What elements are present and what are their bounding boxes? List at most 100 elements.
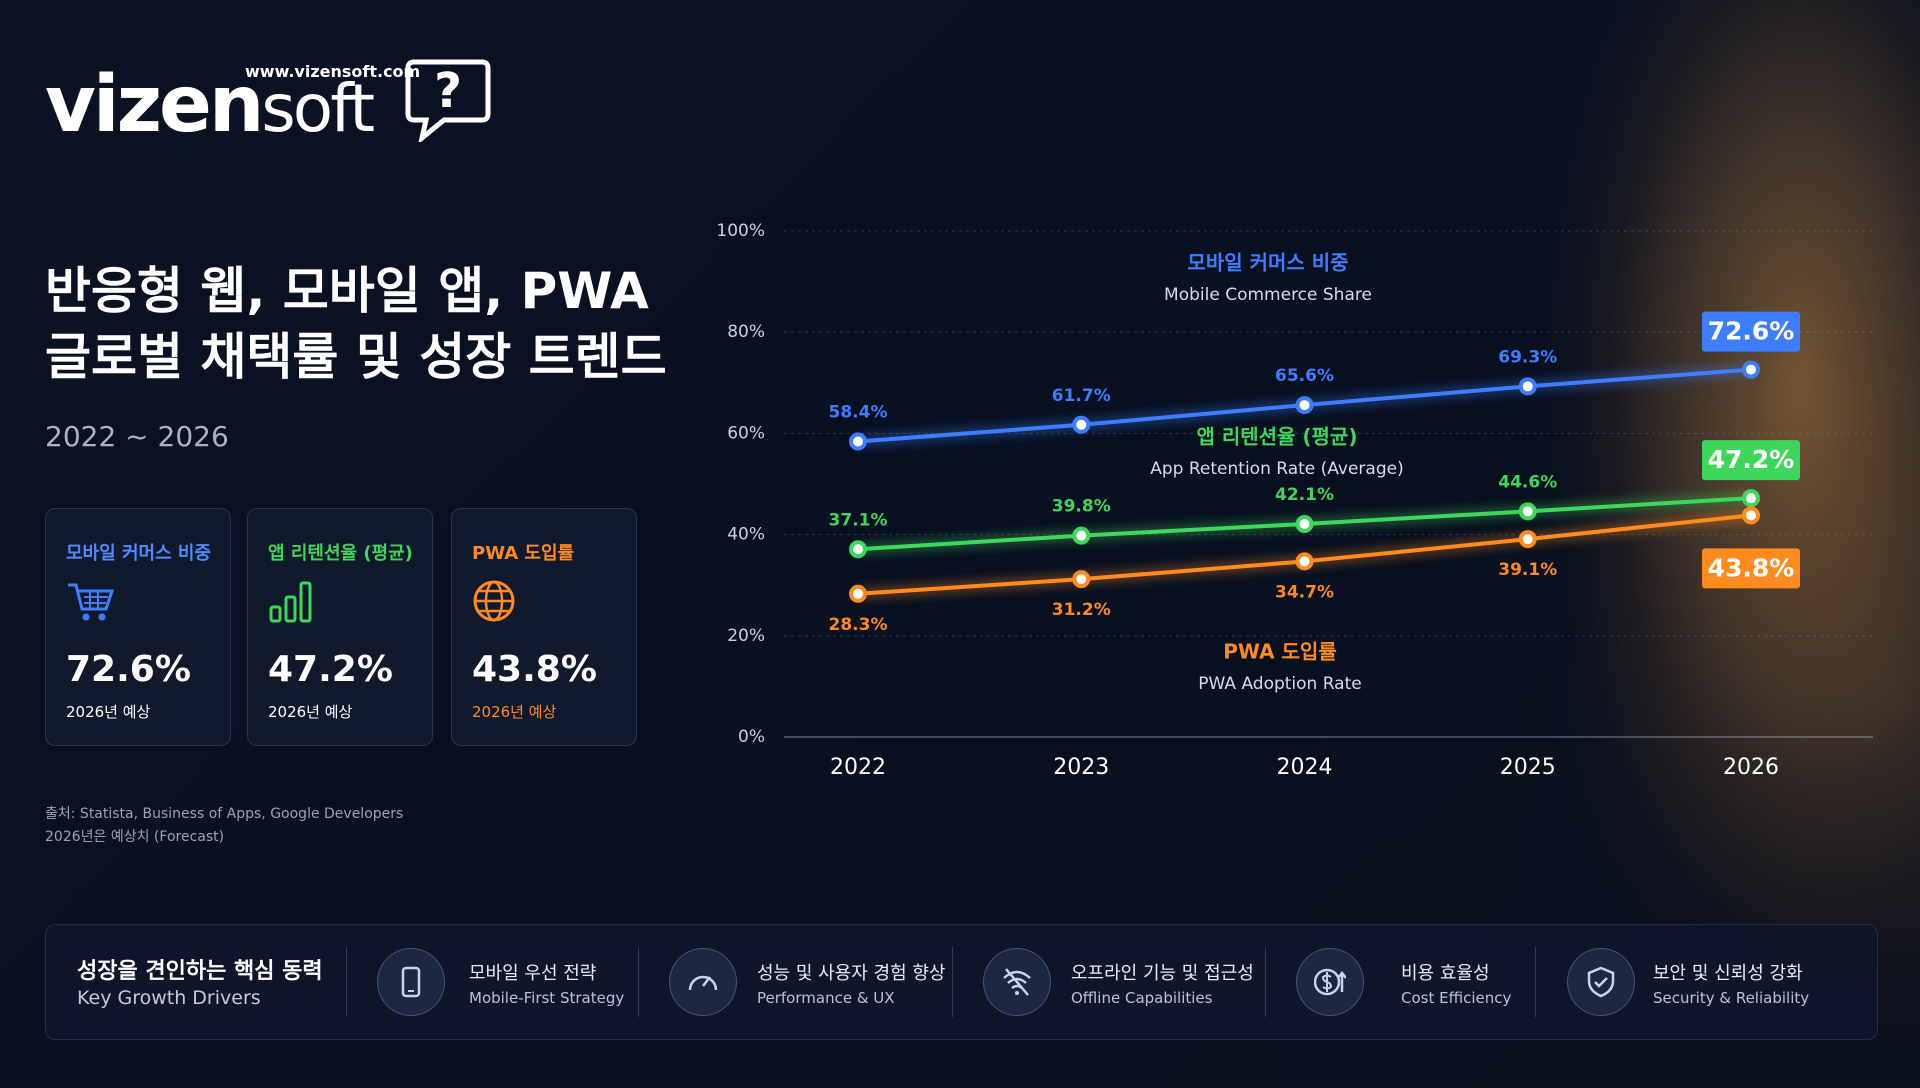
logo-main: vizen — [45, 60, 264, 150]
series-name: PWA 도입률 — [1223, 640, 1336, 664]
x-tick-label: 2024 — [1277, 755, 1333, 780]
point — [1518, 377, 1537, 396]
series-name-en: PWA Adoption Rate — [1198, 674, 1361, 694]
driver-sub: Security & Reliability — [1653, 989, 1810, 1007]
point — [1072, 570, 1091, 589]
x-tick-label: 2022 — [830, 755, 886, 780]
value-label: 39.8% — [1052, 497, 1111, 517]
title: 반응형 웹, 모바일 앱, PWA 글로벌 채택률 및 성장 트렌드 — [45, 258, 667, 390]
globe-icon — [473, 580, 515, 622]
point — [1742, 489, 1760, 508]
value-label: 34.7% — [1275, 582, 1334, 602]
y-tick-label: 100% — [716, 221, 765, 241]
drivers-subtitle: Key Growth Drivers — [77, 987, 261, 1009]
point — [1295, 396, 1314, 415]
card-note: 2026년 예상 — [66, 703, 151, 721]
card: 앱 리텐션율 (평균) 47.2% 2026년 예상 — [247, 508, 433, 746]
value-label: 61.7% — [1052, 386, 1111, 406]
value-label: 42.1% — [1275, 485, 1334, 505]
driver-sub: Cost Efficiency — [1401, 989, 1512, 1007]
sources: 출처: Statista, Business of Apps, Google D… — [45, 803, 403, 849]
logo-url: www.vizensoft.com — [245, 62, 421, 81]
drivers-title: 성장을 견인하는 핵심 동력 — [77, 959, 323, 984]
card-value: 72.6% — [66, 649, 191, 690]
bars-icon — [269, 581, 312, 623]
driver-icon — [669, 948, 737, 1016]
driver-label: 비용 효율성 — [1401, 963, 1490, 984]
driver-sub: Performance & UX — [757, 989, 895, 1007]
point — [1072, 415, 1091, 434]
title-line: 글로벌 채택률 및 성장 트렌드 — [45, 328, 667, 386]
point — [849, 432, 867, 451]
card-value: 43.8% — [472, 649, 597, 690]
period: 2022 ~ 2026 — [45, 420, 229, 453]
badge-bg — [1702, 548, 1800, 589]
series-name-en: Mobile Commerce Share — [1164, 285, 1372, 305]
value-label: 44.6% — [1498, 472, 1557, 492]
value-label: 39.1% — [1498, 560, 1557, 580]
logo-sub: soft — [261, 70, 375, 147]
point — [849, 540, 867, 559]
title-line: 반응형 웹, 모바일 앱, PWA — [45, 262, 649, 320]
point — [1518, 530, 1537, 549]
source-line: 출처: Statista, Business of Apps, Google D… — [45, 806, 404, 822]
separator — [1265, 947, 1266, 1017]
value-badge: 72.6% — [1708, 317, 1795, 346]
series-name: 모바일 커머스 비중 — [1187, 251, 1348, 275]
driver-sub: Mobile-First Strategy — [469, 989, 625, 1007]
point — [1295, 552, 1314, 571]
driver-label: 모바일 우선 전략 — [469, 963, 597, 984]
value-label: 28.3% — [829, 615, 888, 635]
driver-label: 오프라인 기능 및 접근성 — [1071, 963, 1254, 984]
separator — [952, 947, 953, 1017]
card-note: 2026년 예상 — [268, 703, 353, 721]
value-label: 37.1% — [829, 510, 888, 530]
cart-icon — [68, 583, 115, 621]
value-label: 31.2% — [1052, 600, 1111, 620]
point — [1072, 526, 1091, 545]
value-badge: 47.2% — [1708, 445, 1795, 474]
card: 모바일 커머스 비중 72.6% 2026년 예상 — [45, 508, 231, 746]
x-tick-label: 2026 — [1723, 755, 1779, 780]
value-label: 65.6% — [1275, 366, 1334, 386]
logo-bubble: ? — [405, 59, 491, 142]
point — [849, 584, 867, 603]
point — [1518, 502, 1537, 521]
x-tick-label: 2025 — [1500, 755, 1556, 780]
point — [1295, 514, 1314, 533]
driver-icon — [1296, 948, 1364, 1016]
card-label: PWA 도입률 — [472, 543, 575, 564]
value-label: 58.4% — [829, 402, 888, 422]
y-tick-label: 0% — [738, 727, 765, 747]
card: PWA 도입률 43.8% 2026년 예상 — [451, 508, 637, 746]
card-label: 모바일 커머스 비중 — [66, 543, 212, 564]
point — [1742, 360, 1760, 379]
drivers-bar: 성장을 견인하는 핵심 동력 Key Growth Drivers 모바일 우선… — [45, 924, 1878, 1040]
driver-icon — [377, 948, 445, 1016]
logo: vizensoft — [45, 60, 375, 154]
card-value: 47.2% — [268, 649, 393, 690]
driver-label: 성능 및 사용자 경험 향상 — [757, 963, 946, 984]
y-tick-label: 60% — [727, 423, 765, 443]
y-tick-label: 40% — [727, 525, 765, 545]
series-name-en: App Retention Rate (Average) — [1150, 459, 1403, 479]
series-name: 앱 리텐션율 (평균) — [1196, 425, 1357, 449]
separator — [1535, 947, 1536, 1017]
value-badge: 43.8% — [1708, 553, 1795, 582]
point — [1742, 506, 1760, 525]
value-label: 69.3% — [1498, 347, 1557, 367]
driver-icon — [1567, 948, 1635, 1016]
card-label: 앱 리텐션율 (평균) — [268, 543, 413, 564]
x-tick-label: 2023 — [1053, 755, 1109, 780]
logo-icon: ? — [434, 63, 462, 119]
driver-label: 보안 및 신뢰성 강화 — [1653, 963, 1803, 984]
driver-sub: Offline Capabilities — [1071, 989, 1213, 1007]
separator — [638, 947, 639, 1017]
y-tick-label: 20% — [727, 626, 765, 646]
y-tick-label: 80% — [727, 322, 765, 342]
card-note: 2026년 예상 — [472, 703, 557, 721]
separator — [346, 947, 347, 1017]
driver-icon — [983, 948, 1051, 1016]
